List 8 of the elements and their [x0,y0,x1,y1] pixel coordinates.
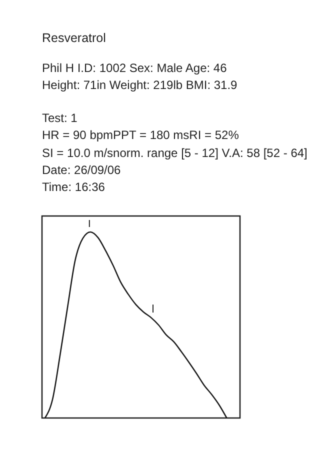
text: Date: 26/09/06 [42,163,122,177]
text: Height: 71in Weight: 219lb BMI: 31.9 [42,78,238,92]
text: Time: 16:36 [42,180,106,194]
text: HR = 90 bpmPPT = 180 msRI = 52% [42,128,240,142]
text: Test: 1 [42,111,78,125]
text: SI = 10.0 m/snorm. range [5 - 12] V.A: 58 [52 - 64] [42,146,308,160]
chart-title: Resveratrol [42,31,106,45]
text: Phil H I.D: 1002 Sex: Male Age: 46 [42,61,228,75]
